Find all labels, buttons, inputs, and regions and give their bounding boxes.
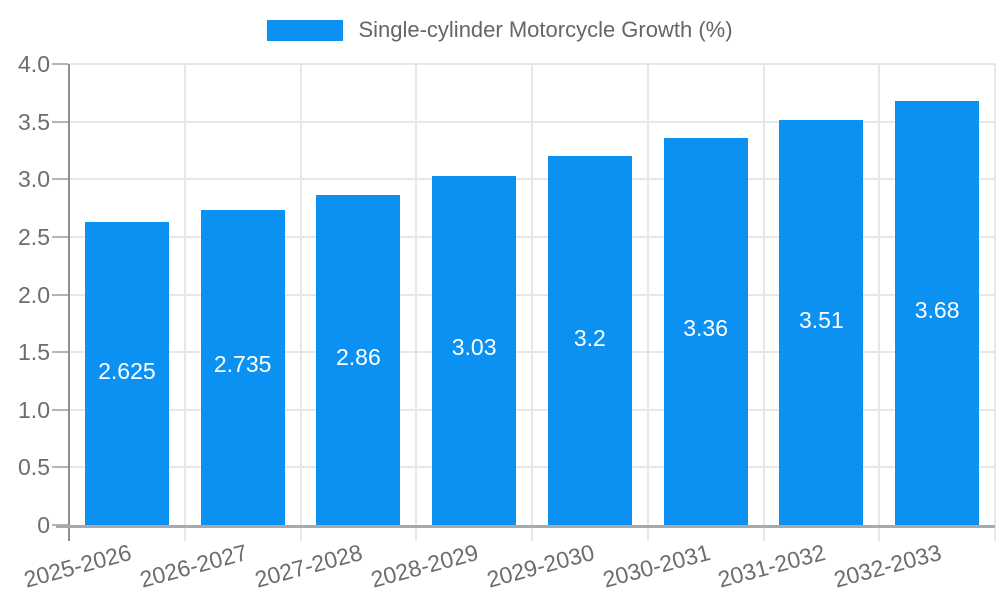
legend-label: Single-cylinder Motorcycle Growth (%) (358, 17, 733, 42)
y-tick-label: 2.0 (18, 281, 50, 308)
gridline-v (415, 64, 418, 541)
gridline-v (646, 64, 649, 541)
tick-mark-y (52, 120, 68, 123)
bar (547, 156, 632, 525)
gridline-v (531, 64, 533, 541)
y-tick-label: 3.5 (18, 108, 50, 135)
y-tick-label: 4.0 (18, 51, 50, 77)
bar-value-label: 3.51 (798, 306, 844, 333)
axis-line-x (56, 525, 995, 528)
bar-value-label: 3.68 (914, 296, 960, 323)
tick-mark-y (52, 351, 68, 354)
y-tick-label: 0 (37, 512, 50, 538)
legend: Single-cylinder Motorcycle Growth (%) (0, 17, 1000, 43)
bar (432, 175, 517, 525)
tick-mark-y (52, 178, 68, 181)
bar (84, 222, 169, 525)
bar (663, 137, 748, 525)
bar-value-label: 3.03 (451, 334, 497, 361)
bar (895, 100, 980, 525)
y-tick-label: 0.5 (18, 454, 50, 481)
tick-mark-y (52, 293, 68, 296)
bar-value-label: 3.36 (683, 315, 728, 342)
bar (316, 195, 401, 525)
bar (779, 120, 864, 525)
tick-mark-y (52, 63, 68, 65)
gridline-v (762, 64, 765, 541)
bar (200, 209, 285, 525)
y-tick-label: 3.0 (18, 166, 50, 193)
bar-value-label: 2.625 (98, 357, 156, 384)
tick-mark-y (52, 235, 68, 238)
bar-value-label: 2.735 (213, 351, 272, 378)
tick-mark-y (52, 408, 68, 411)
bar-value-label: 3.2 (573, 324, 606, 351)
bar-value-label: 2.86 (335, 344, 381, 371)
gridline-v (299, 64, 302, 541)
legend-swatch (267, 19, 344, 41)
gridline-v (878, 64, 881, 541)
gridline-v (994, 64, 996, 541)
y-tick-label: 2.5 (18, 223, 50, 250)
axis-line-y (68, 64, 70, 541)
gridline-v (183, 64, 186, 541)
y-tick-label: 1.0 (18, 396, 50, 423)
y-tick-label: 1.5 (18, 339, 50, 366)
tick-mark-y (52, 466, 68, 469)
